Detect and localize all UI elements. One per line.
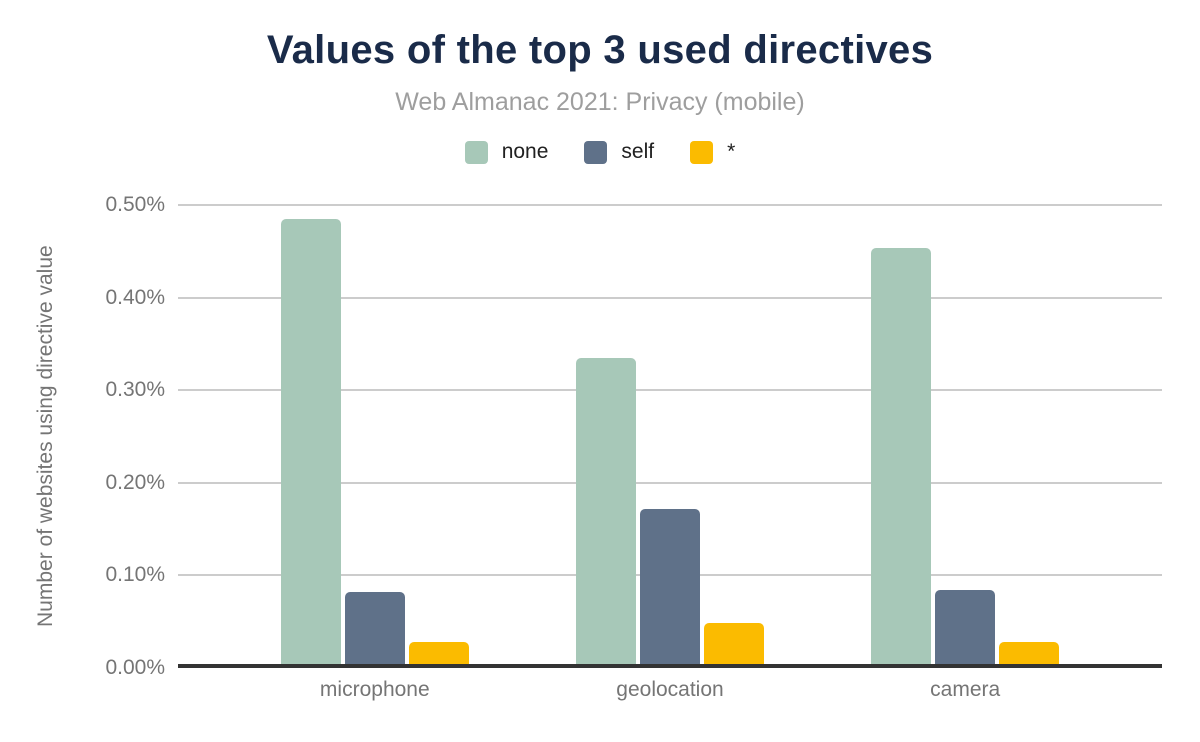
legend-swatch-self — [584, 140, 608, 164]
chart-title: Values of the top 3 used directives — [266, 28, 934, 72]
plot-area: 0.50% 0.40% 0.30% 0.20% 0.10% 0.00% microphone… — [105, 193, 1162, 701]
y-tick-label: 0.30% — [105, 378, 165, 401]
legend-swatch-star — [690, 140, 714, 164]
chart-subtitle: Web Almanac 2021: Privacy (mobile) — [395, 88, 805, 116]
bar-camera-self — [935, 590, 996, 668]
bar-microphone-self — [344, 592, 405, 668]
legend-swatch-none — [464, 140, 488, 164]
x-tick-label-geolocation: geolocation — [616, 678, 724, 701]
bar-microphone-star — [408, 642, 469, 668]
gridline — [178, 204, 1162, 206]
legend: none self * — [0, 140, 1200, 164]
x-tick-label-camera: camera — [930, 678, 1001, 701]
bar-geolocation-star — [704, 623, 764, 668]
legend-item-none: none — [464, 140, 549, 164]
gridline — [178, 389, 1162, 391]
y-tick-label: 0.10% — [105, 563, 165, 586]
y-tick-label: 0.00% — [105, 656, 165, 679]
bar-group-camera — [871, 248, 1060, 668]
y-tick-label: 0.50% — [105, 193, 165, 216]
legend-label-star: * — [727, 140, 736, 163]
y-tick-label: 0.20% — [105, 471, 165, 494]
bar-group-microphone — [280, 219, 469, 668]
y-tick-label: 0.40% — [105, 286, 165, 309]
legend-label-self: self — [621, 140, 655, 163]
bar-geolocation-self — [640, 509, 700, 668]
gridline — [178, 482, 1162, 484]
legend-item-star: * — [690, 140, 735, 164]
legend-item-self: self — [584, 140, 654, 164]
bar-geolocation-none — [576, 358, 636, 668]
y-axis-title: Number of websites using directive value — [34, 245, 57, 628]
gridline — [178, 297, 1162, 299]
bar-camera-none — [871, 248, 932, 668]
bar-group-geolocation — [576, 358, 764, 668]
legend-label-none: none — [501, 140, 549, 163]
x-axis-line — [178, 664, 1162, 668]
bar-camera-star — [999, 642, 1060, 668]
x-tick-label-microphone: microphone — [319, 678, 430, 701]
bar-microphone-none — [280, 219, 341, 668]
